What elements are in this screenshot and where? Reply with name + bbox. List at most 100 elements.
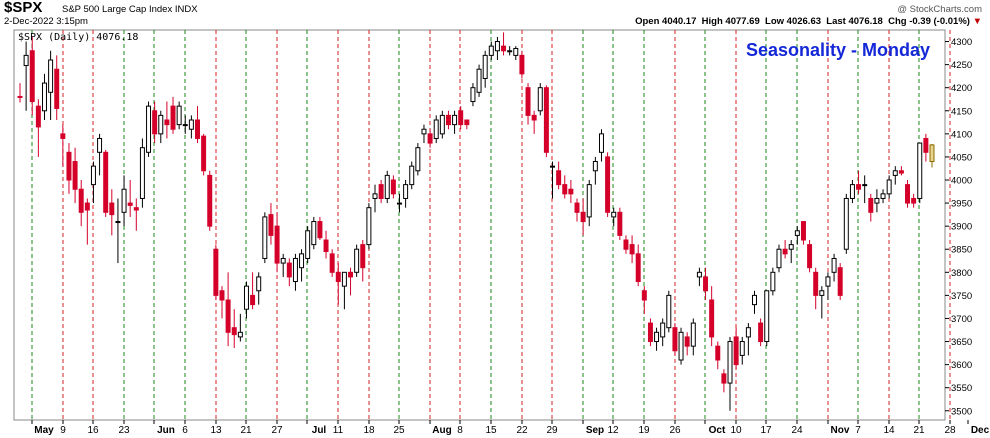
candle <box>329 249 335 277</box>
y-tick-label: 3550 <box>951 383 972 394</box>
candle <box>562 175 568 199</box>
candle <box>550 161 555 199</box>
candle-body <box>176 105 182 126</box>
candle-body <box>770 271 776 292</box>
candle-body <box>54 68 60 109</box>
candle-body <box>886 179 892 195</box>
candle <box>911 193 917 208</box>
candle <box>182 115 188 134</box>
candle-body <box>207 174 213 227</box>
low-value: 4026.63 <box>786 16 822 27</box>
candle <box>739 336 745 365</box>
candle <box>41 73 47 120</box>
candle <box>225 272 231 347</box>
candle-body <box>329 253 335 273</box>
candle <box>458 106 464 130</box>
candle <box>360 240 366 282</box>
candle-body <box>403 184 409 199</box>
candle-body <box>146 105 152 153</box>
candle <box>917 142 923 204</box>
candle-body <box>715 345 721 361</box>
y-tick-label: 4200 <box>951 83 972 94</box>
candle <box>299 249 305 282</box>
candle-body <box>868 197 874 213</box>
candle-body <box>305 230 311 259</box>
candle <box>378 180 384 204</box>
candle <box>745 323 751 356</box>
symbol: $SPX <box>4 0 43 16</box>
candle-body <box>617 211 623 236</box>
candle <box>886 175 892 199</box>
candle <box>207 170 213 231</box>
candle <box>195 106 200 144</box>
candle-body <box>41 82 47 112</box>
candle <box>507 46 513 56</box>
candle-body <box>813 271 819 296</box>
x-tick-label: Nov <box>831 425 850 436</box>
candle <box>48 50 54 120</box>
candle-body <box>898 170 904 174</box>
candle <box>152 101 158 144</box>
candle-body <box>580 211 586 223</box>
candle-body <box>348 271 354 278</box>
candle <box>445 110 451 130</box>
x-tick-label: 21 <box>913 425 925 436</box>
x-tick-label: 10 <box>730 425 742 436</box>
candle-body <box>550 165 555 168</box>
candle <box>60 124 66 167</box>
candle-body <box>439 114 445 135</box>
candle <box>427 129 433 148</box>
candle <box>35 99 41 157</box>
candle-body <box>556 170 562 186</box>
candle <box>727 336 733 411</box>
x-tick-label: 22 <box>516 425 528 436</box>
candle-body <box>90 165 96 186</box>
candle-body <box>586 184 592 218</box>
candle <box>146 101 152 157</box>
candle <box>231 309 237 348</box>
candle <box>501 32 507 56</box>
candle-body <box>243 285 249 310</box>
candle-body <box>360 244 366 269</box>
candle <box>635 244 641 287</box>
x-tick-label: Jul <box>312 425 327 436</box>
x-tick-label: 29 <box>546 425 558 436</box>
candle <box>672 323 678 356</box>
candle-body <box>482 54 488 79</box>
candle-body <box>568 188 574 195</box>
candle <box>856 170 862 194</box>
candle <box>384 170 390 204</box>
candle-body <box>213 248 219 296</box>
candle-body <box>917 142 923 199</box>
candle <box>880 189 886 204</box>
x-tick-label: 24 <box>791 425 803 436</box>
x-tick-label: 16 <box>87 425 99 436</box>
candle-body <box>133 207 139 211</box>
candle <box>97 133 103 176</box>
candle-body <box>452 114 458 126</box>
candle-body <box>476 68 482 93</box>
x-tick-label: 9 <box>60 425 66 436</box>
candle <box>758 318 764 347</box>
candle-body <box>501 45 507 52</box>
candle-body <box>237 331 243 338</box>
candle-body <box>696 271 702 278</box>
candle-body <box>219 290 225 301</box>
x-tick-label: 8 <box>457 425 463 436</box>
candle <box>115 198 121 264</box>
candle-body <box>531 114 537 121</box>
candle <box>72 147 78 204</box>
candle-body <box>341 271 347 287</box>
candle <box>372 184 378 213</box>
source-credit[interactable]: @ StockCharts.com <box>897 4 982 15</box>
candle <box>470 83 476 107</box>
candle-body <box>415 147 421 172</box>
x-tick-label: Dec <box>971 425 990 436</box>
candle <box>127 180 133 217</box>
candle <box>519 50 525 79</box>
quote-summary: Open 4040.17 High 4077.69 Low 4026.63 La… <box>635 16 982 27</box>
candle <box>611 207 617 227</box>
candle <box>268 203 274 245</box>
candle <box>464 119 470 130</box>
candle <box>286 258 292 287</box>
